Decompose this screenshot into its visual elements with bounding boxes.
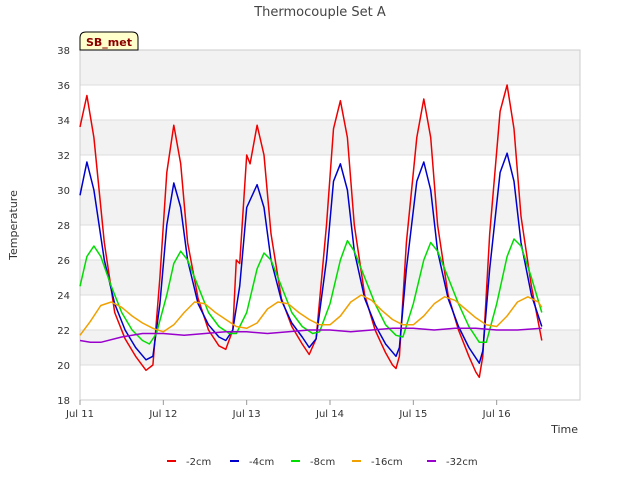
- plot-bands: [80, 50, 580, 365]
- x-tick-label: Jul 15: [398, 409, 427, 420]
- chart-title: Thermocouple Set A: [253, 5, 386, 20]
- plot-band: [80, 330, 580, 365]
- x-tick-label: Jul 13: [232, 409, 261, 420]
- x-tick-label: Jul 12: [148, 409, 177, 420]
- legend-label: -2cm: [186, 457, 211, 468]
- y-tick-label: 20: [57, 361, 70, 372]
- y-tick-label: 22: [57, 326, 70, 337]
- x-tick-label: Jul 11: [65, 409, 94, 420]
- y-tick-label: 34: [57, 116, 70, 127]
- y-tick-label: 30: [57, 186, 70, 197]
- legend: -2cm -4cm -8cm -16cm -32cm: [167, 457, 478, 468]
- legend-label: -8cm: [310, 457, 335, 468]
- y-tick-label: 28: [57, 221, 70, 232]
- y-tick-label: 36: [57, 81, 70, 92]
- plot-band: [80, 120, 580, 155]
- y-tick-label: 32: [57, 151, 70, 162]
- y-axis: 18 20 22 24 26 28 30 32 34 36 38: [57, 46, 70, 407]
- station-badge: SB_met: [79, 31, 139, 51]
- badge-label: SB_met: [86, 36, 132, 49]
- series-lines: [79, 84, 543, 379]
- y-tick-label: 24: [57, 291, 70, 302]
- legend-label: -4cm: [249, 457, 274, 468]
- plot-band: [80, 50, 580, 85]
- legend-label: -16cm: [371, 457, 403, 468]
- series-line-2cm: [79, 84, 543, 379]
- x-tick-label: Jul 16: [482, 409, 511, 420]
- legend-label: -32cm: [446, 457, 478, 468]
- series-line-4cm: [79, 152, 543, 364]
- x-axis: Jul 11 Jul 12 Jul 13 Jul 14 Jul 15 Jul 16: [65, 400, 511, 420]
- series-line-16cm: [79, 294, 543, 336]
- badge-shape: [79, 31, 139, 51]
- y-tick-label: 18: [57, 396, 70, 407]
- y-tick-label: 38: [57, 46, 70, 57]
- x-tick-label: Jul 14: [315, 409, 344, 420]
- y-axis-label: Temperature: [7, 190, 20, 261]
- series-line-32cm: [79, 327, 542, 344]
- x-axis-label: Time: [550, 423, 578, 436]
- y-tick-label: 26: [57, 256, 70, 267]
